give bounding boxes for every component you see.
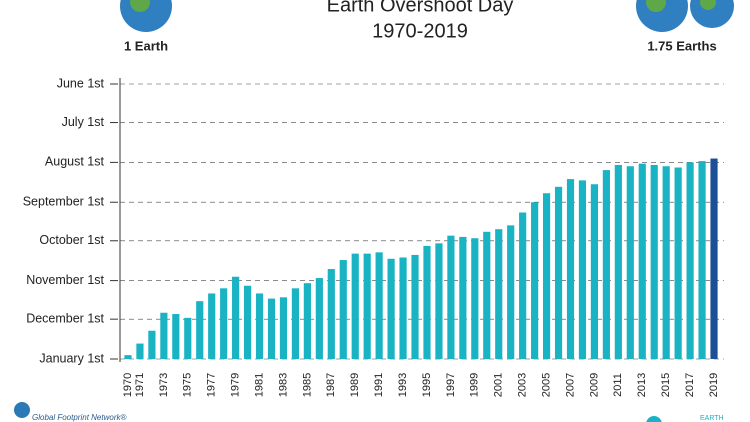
y-tick-label: October 1st: [39, 233, 104, 247]
x-tick-label: 2017: [684, 373, 696, 397]
bar: [124, 355, 132, 359]
x-tick-label: 2001: [493, 373, 505, 397]
bar: [411, 254, 419, 359]
x-tick-label: 1970: [122, 373, 134, 397]
bar: [339, 260, 347, 359]
annotation: 1 Earth: [124, 38, 168, 53]
bar: [662, 166, 670, 359]
bar: [196, 301, 204, 359]
x-tick-label: 1971: [134, 373, 146, 397]
bar: [542, 193, 551, 359]
bar: [435, 243, 443, 359]
bar: [590, 184, 599, 359]
bar: [351, 253, 359, 359]
globe-land: [130, 0, 150, 12]
annotation: 1.75 Earths: [647, 38, 716, 53]
bar: [459, 236, 467, 359]
globe-land: [700, 0, 716, 10]
x-tick-label: 2015: [660, 373, 672, 397]
bar: [255, 293, 264, 359]
bar: [267, 298, 276, 359]
x-tick-label: 1983: [277, 373, 289, 397]
bar: [483, 231, 491, 359]
bar: [220, 288, 228, 359]
bar: [614, 164, 622, 359]
x-tick-label: 1979: [230, 373, 242, 397]
bar: [447, 235, 455, 359]
bar: [387, 258, 395, 359]
x-tick-label: 1975: [182, 373, 194, 397]
x-tick-label: 1981: [253, 373, 265, 397]
bar: [160, 312, 168, 359]
bar: [291, 288, 300, 359]
x-tick-label: 2007: [564, 373, 576, 397]
globe: [690, 0, 734, 28]
bar: [148, 330, 156, 359]
bar: [531, 202, 539, 359]
x-tick-label: 1987: [325, 373, 337, 397]
x-tick-label: 1977: [206, 373, 218, 397]
bar: [650, 164, 658, 359]
logo: [646, 416, 662, 422]
y-tick-label: November 1st: [26, 273, 104, 287]
bar: [554, 186, 563, 359]
x-tick-label: 2003: [517, 373, 529, 397]
bar: [638, 163, 646, 359]
bar: [519, 212, 527, 359]
x-tick-label: 1997: [445, 373, 457, 397]
x-tick-label: 2011: [612, 373, 624, 397]
x-tick-label: 2013: [636, 373, 648, 397]
bar: [279, 297, 288, 359]
bar: [698, 161, 706, 359]
y-tick-label: September 1st: [23, 195, 105, 209]
y-tick-label: August 1st: [45, 155, 105, 169]
bar: [626, 166, 634, 359]
annotation: EARTH: [700, 415, 724, 422]
y-tick-label: July 1st: [62, 115, 105, 129]
chart-subtitle: 1970-2019: [372, 20, 468, 42]
x-tick-label: 1985: [301, 373, 313, 397]
x-tick-label: 1973: [158, 373, 170, 397]
annotation: Global Footprint Network®: [32, 413, 126, 422]
x-tick-label: 1995: [421, 373, 433, 397]
bar: [566, 179, 575, 359]
y-tick-label: December 1st: [26, 311, 104, 325]
x-tick-label: 2009: [588, 373, 600, 397]
bar: [686, 162, 694, 359]
bar: [172, 314, 180, 359]
x-tick-label: 2005: [540, 373, 552, 397]
globes: [120, 0, 734, 32]
logo: [14, 402, 30, 418]
bar: [423, 245, 431, 359]
bar: [208, 293, 216, 359]
bar: [243, 285, 252, 359]
bar: [578, 180, 587, 359]
bar: [602, 170, 610, 359]
x-tick-label: 1989: [349, 373, 361, 397]
bar: [674, 167, 682, 359]
bar: [184, 317, 192, 359]
bar: [507, 225, 515, 359]
bar: [399, 257, 407, 359]
bar: [136, 343, 144, 359]
x-tick-label: 1999: [469, 373, 481, 397]
y-tick-label: January 1st: [39, 351, 104, 365]
bar: [363, 253, 371, 359]
chart-title: Earth Overshoot Day: [327, 0, 514, 16]
bar: [315, 278, 323, 359]
bar: [327, 269, 335, 359]
y-tick-label: June 1st: [57, 76, 105, 90]
bar: [232, 276, 240, 359]
x-tick-label: 1991: [373, 373, 385, 397]
bar: [710, 158, 718, 359]
bar: [303, 283, 311, 359]
x-tick-label: 1993: [397, 373, 409, 397]
x-tick-label: 2019: [708, 373, 720, 397]
globe-land: [646, 0, 666, 12]
bar: [471, 238, 479, 359]
bar: [375, 252, 383, 359]
bar: [495, 229, 503, 359]
